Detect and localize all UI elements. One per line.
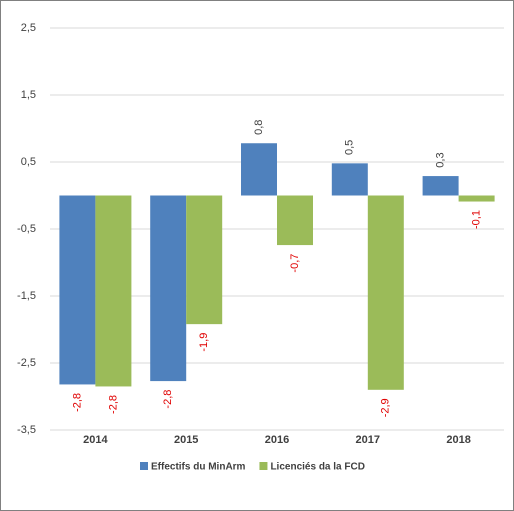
data-label: -0,1: [471, 210, 483, 229]
bar: [241, 143, 277, 196]
data-label: -0,7: [289, 254, 301, 273]
x-tick-label: 2018: [446, 434, 470, 446]
data-label: 0,3: [435, 152, 447, 167]
y-tick-label: -1,5: [17, 290, 36, 302]
x-tick-label: 2014: [83, 434, 108, 446]
bar: [331, 163, 368, 196]
legend-swatch: [259, 462, 268, 470]
data-label: -2,8: [107, 395, 119, 414]
legend-swatch: [140, 462, 148, 470]
y-tick-label: -3,5: [17, 424, 36, 436]
data-label: -2,8: [71, 393, 83, 412]
data-label: -2,8: [162, 390, 174, 409]
bar: [458, 195, 495, 202]
legend-label: Licenciés da la FCD: [270, 462, 364, 473]
data-label: -2,9: [380, 398, 392, 417]
bar: [186, 195, 223, 325]
data-label: 0,8: [253, 120, 265, 135]
bar: [367, 195, 404, 390]
y-tick-label: 0,5: [21, 156, 36, 168]
x-tick-label: 2017: [356, 434, 380, 446]
data-label: 0,5: [344, 140, 356, 155]
y-tick-label: -2,5: [17, 357, 36, 369]
bar: [422, 176, 459, 196]
y-tick-label: 2,5: [21, 22, 36, 34]
bar: [150, 195, 187, 382]
data-label: -1,9: [198, 333, 210, 352]
x-tick-label: 2015: [174, 434, 198, 446]
legend-label: Effectifs du MinArm: [151, 462, 246, 473]
bar: [277, 195, 313, 246]
bar: [95, 195, 132, 387]
y-tick-label: 1,5: [21, 89, 36, 101]
x-tick-label: 2016: [265, 434, 289, 446]
bar: [59, 195, 96, 385]
y-tick-label: -0,5: [17, 223, 36, 235]
